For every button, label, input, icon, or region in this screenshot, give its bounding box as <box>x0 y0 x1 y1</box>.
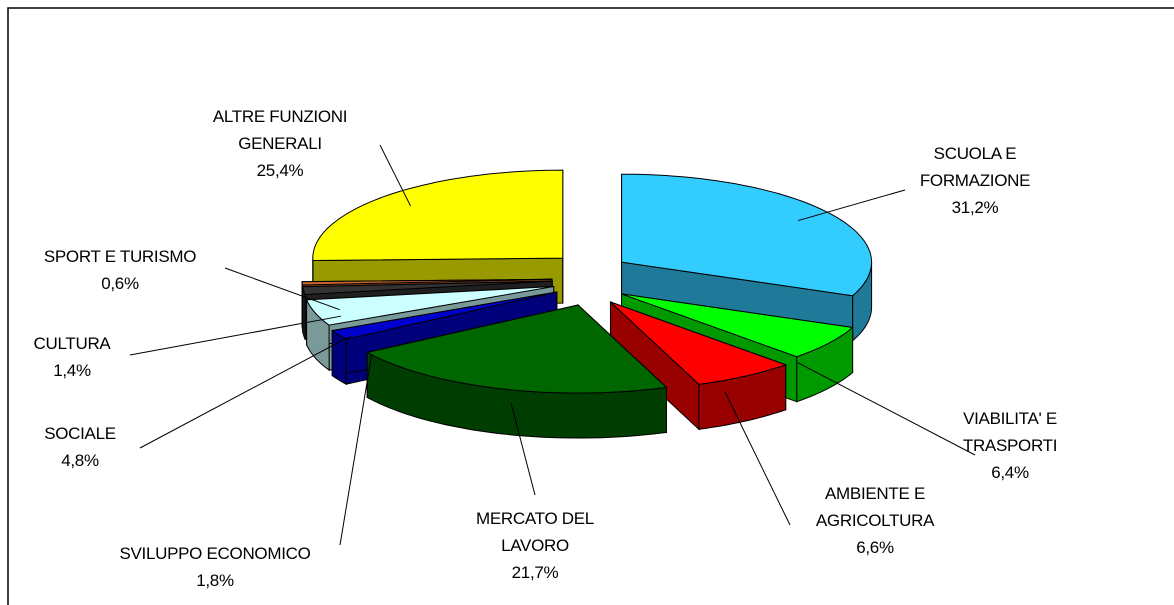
value-label: 21,7% <box>511 563 559 582</box>
slice-label: SVILUPPO ECONOMICO 1,8% <box>95 540 335 594</box>
category-label: SVILUPPO ECONOMICO <box>119 544 311 563</box>
slice <box>621 293 854 358</box>
leader-line <box>139 335 352 449</box>
slice-label: ALTRE FUNZIONI GENERALI 25,4% <box>185 103 375 184</box>
slice <box>305 286 554 326</box>
leader-line <box>339 355 372 546</box>
slice <box>301 278 553 286</box>
slice-label: CULTURA 1,4% <box>17 330 127 384</box>
chart-border <box>7 7 1174 605</box>
slice-label: SCUOLA E FORMAZIONE 31,2% <box>905 140 1045 221</box>
slice-label: SPORT E TURISMO 0,6% <box>20 243 220 297</box>
slice <box>365 304 668 394</box>
leader-line <box>724 391 791 526</box>
category-label: SPORT E TURISMO <box>43 247 197 266</box>
leader-line <box>379 144 411 207</box>
category-label: VIABILITA' E TRASPORTI <box>962 409 1058 455</box>
category-label: ALTRE FUNZIONI GENERALI <box>212 107 348 153</box>
leader-line <box>510 402 536 496</box>
value-label: 6,4% <box>991 463 1029 482</box>
leader-line <box>224 267 340 311</box>
category-label: SOCIALE <box>44 424 116 443</box>
value-label: 4,8% <box>61 451 99 470</box>
slice <box>621 173 873 297</box>
category-label: MERCATO DEL LAVORO <box>476 509 594 555</box>
category-label: SCUOLA E FORMAZIONE <box>919 144 1031 190</box>
value-label: 6,6% <box>856 538 894 557</box>
value-label: 1,4% <box>53 361 91 380</box>
slice-side <box>331 329 347 386</box>
category-label: AMBIENTE E AGRICOLTURA <box>815 484 935 530</box>
slice-label: SOCIALE 4,8% <box>25 420 135 474</box>
leader-line <box>798 189 906 222</box>
leader-line <box>129 315 342 356</box>
slice <box>330 291 557 340</box>
value-label: 0,6% <box>101 274 139 293</box>
slice <box>610 301 788 385</box>
value-label: 25,4% <box>256 161 304 180</box>
leader-line <box>797 362 976 456</box>
slice-label: VIABILITA' E TRASPORTI 6,4% <box>940 405 1080 486</box>
value-label: 31,2% <box>951 198 999 217</box>
value-label: 1,8% <box>196 571 234 590</box>
slice-label: AMBIENTE E AGRICOLTURA 6,6% <box>800 480 950 561</box>
category-label: CULTURA <box>33 334 111 353</box>
slice <box>302 280 553 296</box>
slice <box>312 169 564 262</box>
slice-label: MERCATO DEL LAVORO 21,7% <box>460 505 610 586</box>
